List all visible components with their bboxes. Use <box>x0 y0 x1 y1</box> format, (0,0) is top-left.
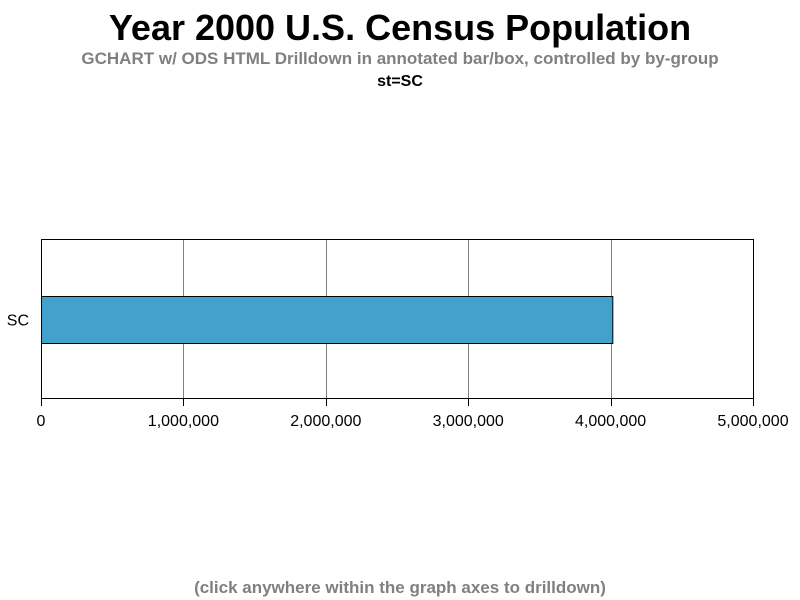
x-tick-label: 5,000,000 <box>717 413 788 430</box>
category-labels: SC <box>7 313 29 330</box>
x-axis-ticks: 0 1,000,000 2,000,000 3,000,000 4,000,000 5,0… <box>37 398 789 430</box>
drilldown-footnote: (click anywhere within the graph axes to… <box>194 578 606 597</box>
category-label: SC <box>7 313 29 330</box>
bars[interactable] <box>41 296 614 344</box>
bar-sc[interactable] <box>41 296 614 344</box>
x-tick-label: 3,000,000 <box>433 413 504 430</box>
x-tick-label: 1,000,000 <box>148 413 219 430</box>
by-group-label: st=SC <box>377 73 423 90</box>
x-tick-label: 4,000,000 <box>575 413 646 430</box>
chart-title: Year 2000 U.S. Census Population <box>108 7 692 48</box>
x-tick-label: 0 <box>37 413 46 430</box>
chart-subtitle: GCHART w/ ODS HTML Drilldown in annotate… <box>81 49 719 68</box>
x-tick-label: 2,000,000 <box>290 413 361 430</box>
